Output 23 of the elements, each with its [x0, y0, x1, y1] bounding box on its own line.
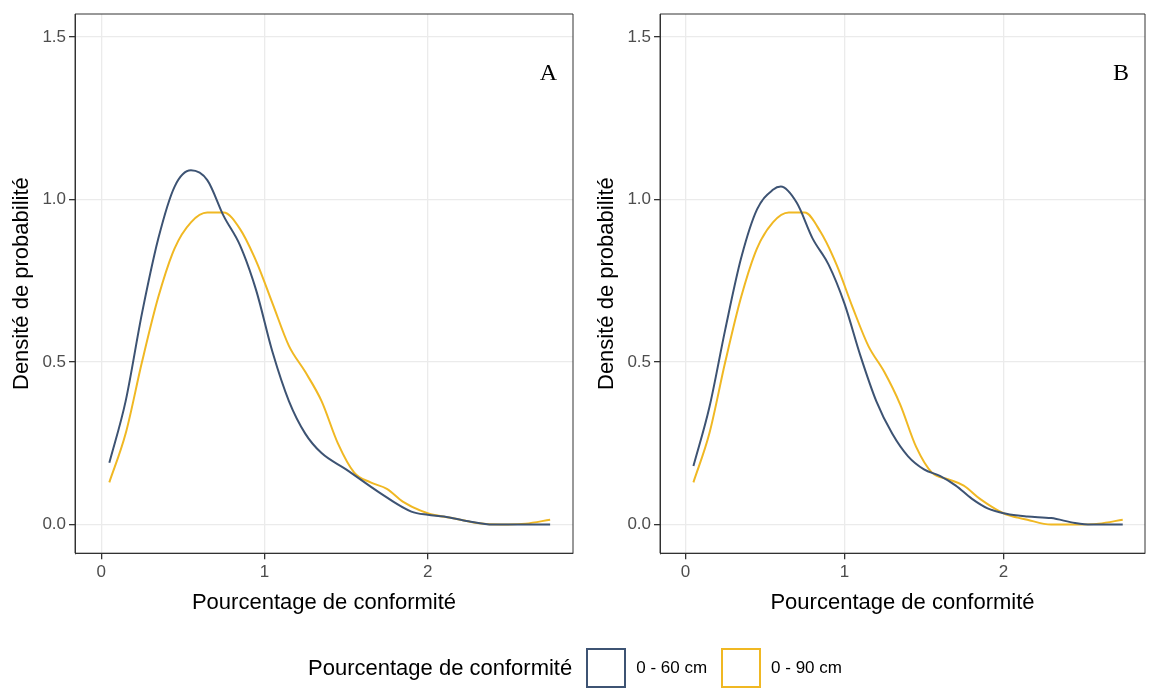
x-tick-label: 0: [680, 562, 691, 582]
y-axis-title: Densité de probabilité: [593, 177, 619, 391]
x-tick-label: 1: [839, 562, 850, 582]
x-tick-label: 2: [422, 562, 433, 582]
annotation: A: [539, 59, 558, 86]
y-axis-title: Densité de probabilité: [8, 177, 34, 391]
x-axis-title: Pourcentage de conformité: [191, 588, 457, 614]
y-tick-label: 0.0: [627, 514, 652, 534]
x-axis-title: Pourcentage de conformité: [770, 588, 1035, 614]
y-tick-label: 1.0: [627, 189, 652, 209]
legend-title: Pourcentage de conformité: [308, 655, 573, 681]
y-tick-label: 1.0: [42, 189, 67, 209]
y-tick-label: 0.5: [42, 351, 67, 371]
x-tick-label: 2: [998, 562, 1009, 582]
y-tick-label: 1.5: [627, 26, 652, 46]
y-tick-label: 0.5: [627, 351, 652, 371]
x-tick-label: 0: [96, 562, 106, 582]
y-tick-label: 1.5: [42, 26, 67, 46]
annotation: B: [1112, 59, 1129, 86]
legend-label: 0 - 90 cm: [771, 658, 842, 678]
x-tick-label: 1: [259, 562, 270, 582]
y-tick-label: 0.0: [42, 514, 67, 534]
legend-label: 0 - 60 cm: [636, 658, 708, 678]
